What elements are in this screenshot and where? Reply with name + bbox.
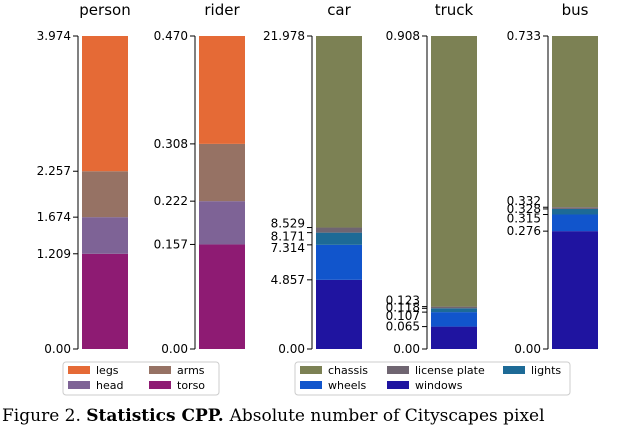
- legend-label: arms: [177, 364, 205, 377]
- legend-frame: [294, 361, 571, 396]
- y-tick-label: 1.674: [37, 210, 71, 224]
- legend-swatch: [68, 381, 90, 389]
- bar-segment-torso: [199, 244, 245, 349]
- bar-segment-lights: [552, 208, 598, 215]
- y-tick-label: 0.157: [154, 237, 188, 251]
- y-tick-label: 1.209: [37, 247, 71, 261]
- legend-swatch: [149, 381, 171, 389]
- legend-label: wheels: [328, 379, 367, 392]
- y-tick-label: 0.123: [386, 294, 420, 308]
- y-tick-label: 0.470: [154, 29, 188, 43]
- bar-segment-windows: [431, 326, 477, 349]
- bar-segment-chassis: [552, 36, 598, 208]
- y-tick-label: 2.257: [37, 164, 71, 178]
- panel-person: person 0.00 1.209 1.674 2.257 3.974: [37, 1, 131, 356]
- y-tick-label: 0.908: [386, 29, 420, 43]
- legend-label: chassis: [328, 364, 368, 377]
- vehicle-legend: chassis license plate lights wheels windows: [294, 361, 571, 396]
- legend-swatch: [503, 366, 525, 374]
- y-tick-label: 0.00: [393, 342, 420, 356]
- bar-segment-license-plate: [552, 207, 598, 209]
- panel-title: bus: [562, 1, 589, 19]
- bar-segment-torso: [82, 253, 128, 349]
- y-tick-label: 0.315: [507, 211, 541, 225]
- y-tick-label: 0.00: [44, 342, 71, 356]
- y-tick-label: 0.065: [386, 320, 420, 334]
- y-tick-label: 0.328: [507, 202, 541, 216]
- person-rider-legend: legs arms head torso: [62, 361, 220, 396]
- bar-segment-chassis: [316, 36, 362, 228]
- legend-swatch: [68, 366, 90, 374]
- bar-segment-windows: [552, 231, 598, 349]
- bar-segment-lights: [316, 232, 362, 245]
- bar-segment-legs: [82, 36, 128, 172]
- legend-label: windows: [415, 379, 463, 392]
- bar-segment-arms: [199, 143, 245, 202]
- y-tick-label: 21.978: [263, 29, 305, 43]
- panel-title: truck: [435, 1, 474, 19]
- y-tick-label: 4.857: [271, 273, 305, 287]
- bar-segment-lights: [431, 308, 477, 313]
- bar-segment-arms: [82, 171, 128, 218]
- y-tick-label: 0.00: [514, 342, 541, 356]
- bar-segment-chassis: [431, 36, 477, 307]
- panel-title: car: [327, 1, 351, 19]
- bar-segment-license-plate: [316, 227, 362, 233]
- bar-segment-wheels: [552, 214, 598, 232]
- y-tick-label: 0.276: [507, 224, 541, 238]
- bar-segment-head: [199, 201, 245, 245]
- y-tick-label: 0.107: [386, 309, 420, 323]
- y-tick-label: 0.733: [507, 29, 541, 43]
- legend-label: legs: [96, 364, 119, 377]
- bar-segment-windows: [316, 279, 362, 349]
- figure-caption: Figure 2. Statistics CPP. Absolute numbe…: [2, 406, 545, 426]
- bar-segment-wheels: [431, 312, 477, 327]
- legend-label: head: [96, 379, 123, 392]
- legend-swatch: [387, 366, 409, 374]
- bar-segment-legs: [199, 36, 245, 144]
- bar-segment-head: [82, 217, 128, 254]
- panel-title: person: [79, 1, 130, 19]
- y-tick-label: 0.00: [161, 342, 188, 356]
- legend-frame: [62, 361, 220, 396]
- panel-title: rider: [204, 1, 240, 19]
- y-tick-label: 3.974: [37, 29, 71, 43]
- y-tick-label: 8.171: [271, 230, 305, 244]
- y-tick-label: 0.118: [386, 300, 420, 314]
- bar-segment-license-plate: [431, 306, 477, 309]
- y-tick-label: 0.00: [278, 342, 305, 356]
- legend-swatch: [300, 366, 322, 374]
- legend-swatch: [300, 381, 322, 389]
- y-tick-label: 8.529: [271, 217, 305, 231]
- y-tick-label: 0.308: [154, 137, 188, 151]
- y-tick-label: 7.314: [271, 241, 305, 255]
- panel-rider: rider 0.00 0.157 0.222 0.308 0.470: [154, 1, 245, 356]
- legend-label: license plate: [415, 364, 485, 377]
- legend-label: torso: [177, 379, 205, 392]
- bar-segment-wheels: [316, 244, 362, 280]
- y-tick-label: 0.222: [154, 194, 188, 208]
- y-tick-label: 0.332: [507, 194, 541, 208]
- legend-swatch: [149, 366, 171, 374]
- legend-label: lights: [531, 364, 561, 377]
- legend-swatch: [387, 381, 409, 389]
